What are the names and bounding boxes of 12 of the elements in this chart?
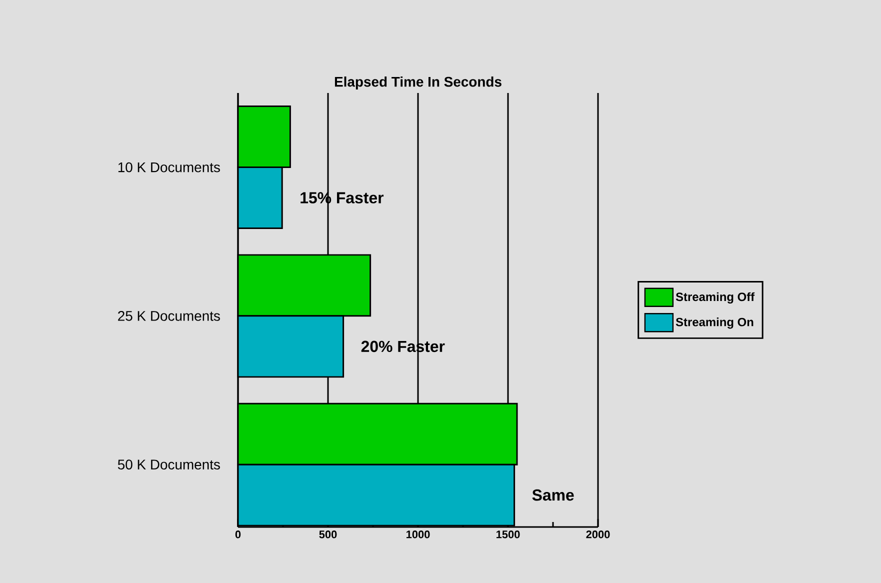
- y-tick-label: 25 K Documents: [118, 310, 220, 321]
- y-tick-label: 10 K Documents: [118, 162, 220, 172]
- legend-label: Streaming On: [676, 318, 754, 329]
- x-tick-label: 0: [235, 530, 241, 538]
- annotation: Same: [532, 489, 574, 501]
- x-tick-label: 1000: [406, 530, 430, 538]
- y-tick-label: 50 K Documents: [118, 460, 220, 470]
- x-tick-label: 1500: [496, 530, 520, 538]
- x-tick-label: 2000: [586, 530, 610, 538]
- chart-title: Elapsed Time In Seconds: [334, 76, 502, 90]
- legend-label: Streaming Off: [676, 292, 755, 304]
- x-tick-label: 500: [319, 530, 337, 538]
